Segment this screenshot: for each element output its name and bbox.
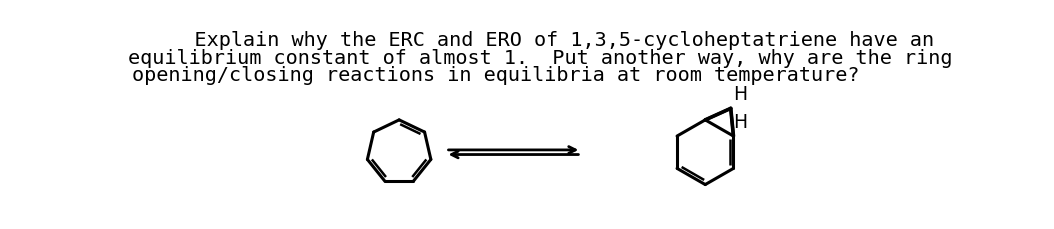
Text: opening/closing reactions in equilibria at room temperature?: opening/closing reactions in equilibria … <box>132 66 859 85</box>
Text: equilibrium constant of almost 1.  Put another way, why are the ring: equilibrium constant of almost 1. Put an… <box>128 49 953 68</box>
Text: H: H <box>734 85 747 104</box>
Text: Explain why the ERC and ERO of 1,3,5-cycloheptatriene have an: Explain why the ERC and ERO of 1,3,5-cyc… <box>147 31 934 50</box>
Text: H: H <box>734 113 747 132</box>
